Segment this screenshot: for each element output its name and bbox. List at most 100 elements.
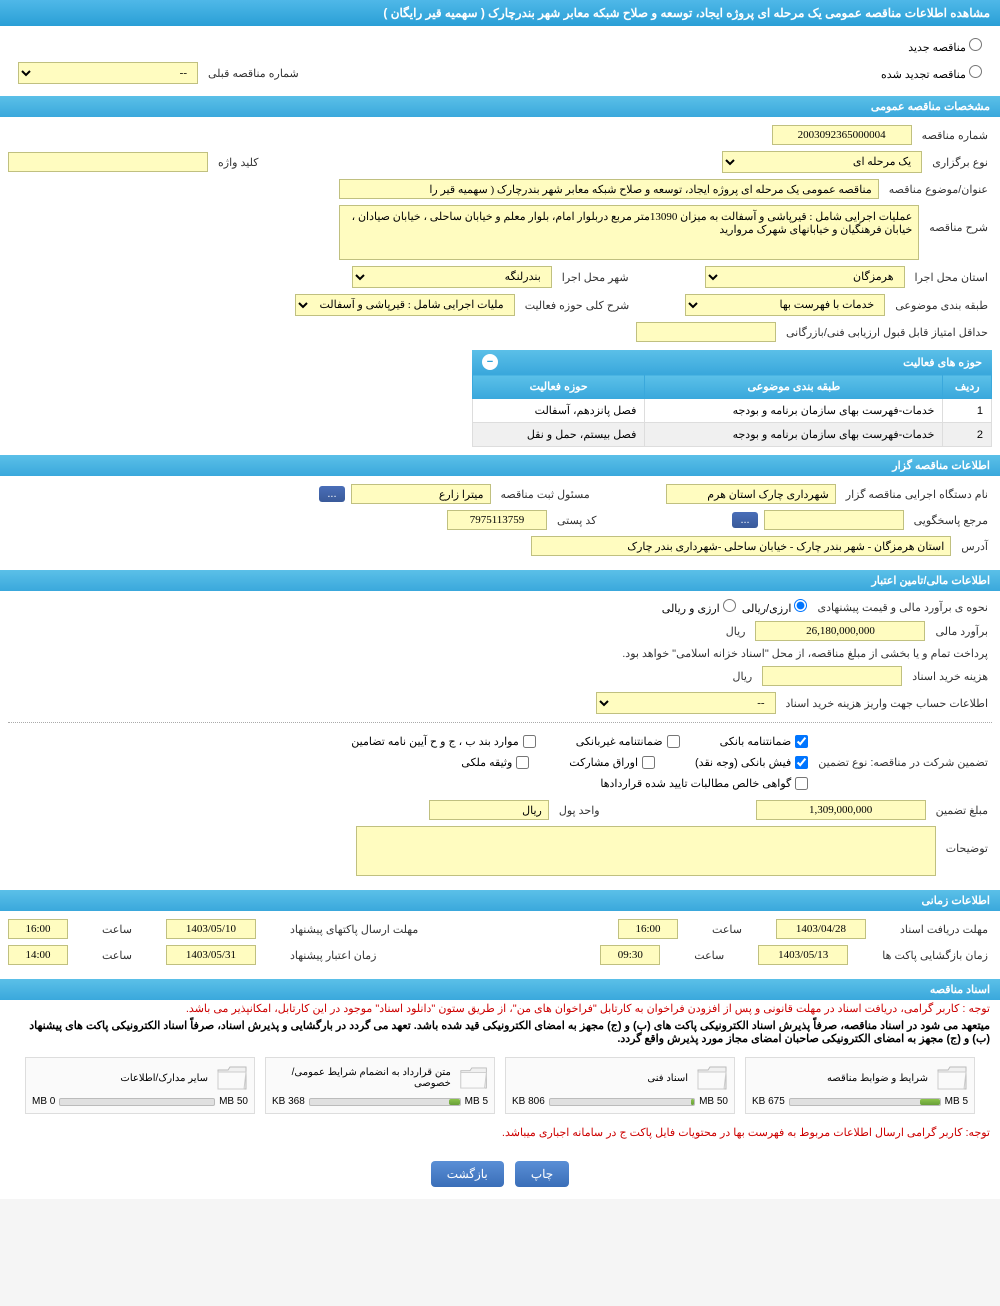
document-item[interactable]: شرایط و ضوابط مناقصه5 MB675 KB [745, 1057, 975, 1114]
response-input[interactable] [764, 510, 904, 530]
guarantee-label: تضمین شرکت در مناقصه: نوع تضمین [814, 756, 992, 769]
open-time[interactable] [600, 945, 660, 965]
desc-textarea[interactable]: عملیات اجرایی شامل : قیرپاشی و آسفالت به… [339, 205, 919, 260]
currency-unit-input[interactable] [429, 800, 549, 820]
validity-time[interactable] [8, 945, 68, 965]
validity-label: زمان اعتبار پیشنهاد [286, 949, 381, 962]
rial-unit1: ریال [722, 625, 750, 638]
document-item[interactable]: متن قرارداد به انضمام شرایط عمومی/خصوصی5… [265, 1057, 495, 1114]
validity-date[interactable] [166, 945, 256, 965]
activity-table: ردیفطبقه بندی موضوعیحوزه فعالیت 1خدمات-ف… [472, 374, 992, 447]
time-label4: ساعت [98, 949, 136, 962]
rial-unit2: ریال [728, 670, 756, 683]
subject-label: عنوان/موضوع مناقصه [885, 183, 992, 196]
response-more-button[interactable]: ... [732, 512, 757, 528]
table-header-cell: ردیف [943, 375, 992, 399]
doc-total: 5 MB [465, 1096, 488, 1107]
radio-new-label: مناقصه جدید [908, 42, 966, 54]
cb-bylaw[interactable]: موارد بند ب ، ج و ح آیین نامه تضامین [351, 735, 535, 748]
org-input[interactable] [666, 484, 836, 504]
table-header-cell: حوزه فعالیت [473, 375, 645, 399]
cb-bank-guarantee[interactable]: ضمانتنامه بانکی [720, 735, 809, 748]
estimate-input[interactable] [755, 621, 925, 641]
radio-renewed-tender[interactable]: مناقصه تجدید شده [881, 65, 982, 81]
registrar-more-button[interactable]: ... [319, 486, 344, 502]
account-label: اطلاعات حساب جهت واریز هزینه خرید اسناد [782, 697, 992, 710]
min-score-label: حداقل امتیاز قابل قبول ارزیابی فنی/بازرگ… [782, 326, 992, 339]
document-item[interactable]: سایر مدارک/اطلاعات50 MB0 MB [25, 1057, 255, 1114]
prev-tender-select[interactable]: -- [18, 62, 198, 84]
section-financial: اطلاعات مالی/تامین اعتبار [0, 570, 1000, 591]
activity-desc-select[interactable]: ملیات اجرایی شامل : قیرپاشی و آسفالت به [295, 294, 515, 316]
doc-cost-input[interactable] [762, 666, 902, 686]
subject-input[interactable] [339, 179, 879, 199]
time-label1: ساعت [708, 923, 746, 936]
time-label3: ساعت [690, 949, 728, 962]
currency-unit-label: واحد پول [555, 804, 604, 817]
print-button[interactable]: چاپ [515, 1161, 569, 1187]
doc-note1: توجه : کاربر گرامی، دریافت اسناد در مهلت… [0, 1000, 1000, 1017]
response-label: مرجع پاسخگویی [910, 514, 992, 527]
desc-label: شرح مناقصه [925, 205, 992, 234]
cb-property[interactable]: وثیقه ملکی [461, 756, 529, 769]
province-label: استان محل اجرا [911, 271, 992, 284]
city-select[interactable]: بندرلنگه [352, 266, 552, 288]
doc-title: سایر مدارک/اطلاعات [120, 1073, 208, 1084]
open-label: زمان بازگشایی پاکت ها [878, 949, 992, 962]
holding-type-select[interactable]: یک مرحله ای [722, 151, 922, 173]
min-score-input[interactable] [636, 322, 776, 342]
keyword-input[interactable] [8, 152, 208, 172]
doc-note2: میتعهد می شود در اسناد مناقصه، صرفاً پذی… [0, 1017, 1000, 1047]
activity-desc-label: شرح کلی حوزه فعالیت [521, 299, 634, 312]
table-cell: 2 [943, 423, 992, 447]
section-general: مشخصات مناقصه عمومی [0, 96, 1000, 117]
table-cell: 1 [943, 399, 992, 423]
address-input[interactable] [531, 536, 951, 556]
doc-receive-label: مهلت دریافت اسناد [896, 923, 992, 936]
guarantee-amount-input[interactable] [756, 800, 926, 820]
doc-receive-date[interactable] [776, 919, 866, 939]
address-label: آدرس [957, 540, 992, 553]
category-select[interactable]: خدمات با فهرست بها [685, 294, 885, 316]
activity-table-title: حوزه های فعالیت [903, 356, 982, 369]
radio-currency2[interactable]: ارزی و ریالی [662, 599, 736, 615]
bid-send-date[interactable] [166, 919, 256, 939]
doc-note3: توجه: کاربر گرامی ارسال اطلاعات مربوط به… [0, 1124, 1000, 1149]
registrar-label: مسئول ثبت مناقصه [497, 488, 594, 501]
bid-send-time[interactable] [8, 919, 68, 939]
estimate-method-label: نحوه ی برآورد مالی و قیمت پیشنهادی [813, 601, 992, 614]
document-item[interactable]: اسناد فنی50 MB806 KB [505, 1057, 735, 1114]
notes-label: توضیحات [942, 826, 992, 855]
radio-new-tender[interactable]: مناقصه جدید [908, 42, 982, 54]
doc-receive-time[interactable] [618, 919, 678, 939]
folder-icon [216, 1064, 248, 1092]
bid-send-label: مهلت ارسال پاکتهای پیشنهاد [286, 923, 422, 936]
cb-receivables[interactable]: گواهی خالص مطالبات تایید شده قراردادها [600, 777, 808, 790]
registrar-input[interactable] [351, 484, 491, 504]
section-timing: اطلاعات زمانی [0, 890, 1000, 911]
doc-used: 675 KB [752, 1096, 785, 1107]
account-select[interactable]: -- [596, 692, 776, 714]
back-button[interactable]: بازگشت [431, 1161, 504, 1187]
collapse-icon[interactable]: − [482, 354, 498, 370]
cb-bonds[interactable]: اوراق مشارکت [569, 756, 655, 769]
prev-tender-label: شماره مناقصه قبلی [204, 67, 303, 80]
payment-note: پرداخت تمام و یا بخشی از مبلغ مناقصه، از… [618, 647, 992, 660]
table-row: 2خدمات-فهرست بهای سازمان برنامه و بودجهف… [473, 423, 992, 447]
cb-nonbank-guarantee[interactable]: ضمانتنامه غیربانکی [576, 735, 680, 748]
doc-used: 806 KB [512, 1096, 545, 1107]
radio-currency1[interactable]: ارزی/ریالی [742, 599, 808, 615]
section-documents: اسناد مناقصه [0, 979, 1000, 1000]
notes-textarea[interactable] [356, 826, 936, 876]
org-label: نام دستگاه اجرایی مناقصه گزار [842, 488, 992, 501]
postal-label: کد پستی [553, 514, 600, 527]
province-select[interactable]: هرمزگان [705, 266, 905, 288]
section-holder: اطلاعات مناقصه گزار [0, 455, 1000, 476]
city-label: شهر محل اجرا [558, 271, 633, 284]
postal-input[interactable] [447, 510, 547, 530]
folder-icon [696, 1064, 728, 1092]
open-date[interactable] [758, 945, 848, 965]
cb-cash[interactable]: فیش بانکی (وجه نقد) [695, 756, 808, 769]
guarantee-amount-label: مبلغ تضمین [932, 804, 992, 817]
tender-no-input[interactable] [772, 125, 912, 145]
